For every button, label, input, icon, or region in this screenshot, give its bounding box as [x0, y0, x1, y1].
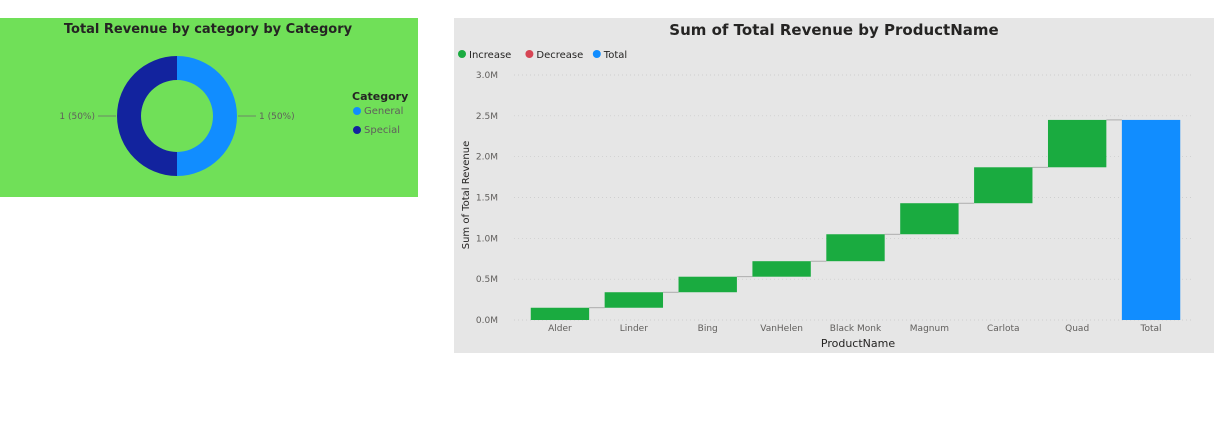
waterfall-chart-svg: Sum of Total Revenue by ProductName Incr… [458, 21, 1194, 350]
donut-slice-special[interactable] [117, 56, 177, 176]
y-tick-label: 3.0M [476, 71, 498, 81]
bar-quad[interactable] [1047, 119, 1107, 168]
bar-total[interactable] [1121, 119, 1181, 321]
waterfall-y-axis-title: Sum of Total Revenue [461, 141, 472, 250]
x-tick-label-alder: Alder [548, 324, 572, 334]
bar-carlota[interactable] [974, 167, 1033, 204]
donut-chart-panel[interactable]: Total Revenue by category by Category 1 … [0, 18, 418, 197]
x-tick-label-black-monk: Black Monk [830, 324, 882, 334]
donut-data-label-special: 1 (50%) [59, 112, 95, 122]
donut-legend-title: Category [352, 90, 408, 103]
donut-chart-svg: Total Revenue by category by Category 1 … [59, 22, 408, 176]
x-tick-label-quad: Quad [1065, 324, 1089, 334]
bar-black-monk[interactable] [826, 234, 885, 262]
legend-marker-decrease [525, 50, 534, 58]
x-tick-label-magnum: Magnum [910, 324, 949, 334]
y-tick-label: 1.5M [476, 194, 498, 204]
x-tick-label-linder: Linder [620, 324, 648, 334]
y-tick-label: 0.5M [476, 275, 498, 285]
bar-bing[interactable] [678, 276, 737, 293]
waterfall-chart-panel[interactable]: Sum of Total Revenue by ProductName Incr… [454, 18, 1214, 353]
x-tick-label-carlota: Carlota [987, 324, 1020, 334]
donut-chart-title: Total Revenue by category by Category [64, 22, 353, 37]
bar-alder[interactable] [530, 307, 590, 320]
legend-marker-increase [458, 50, 466, 58]
legend-label-increase[interactable]: Increase [469, 50, 511, 61]
legend-label-special[interactable]: Special [364, 125, 400, 136]
legend-marker-general [353, 107, 361, 115]
y-tick-label: 2.0M [476, 153, 498, 163]
waterfall-x-axis-title: ProductName [821, 337, 895, 350]
y-tick-label: 1.0M [476, 234, 498, 244]
legend-marker-special [353, 126, 361, 134]
donut-slice-general[interactable] [177, 56, 237, 176]
donut-data-label-general: 1 (50%) [259, 112, 295, 122]
legend-label-general[interactable]: General [364, 106, 403, 117]
legend-label-decrease[interactable]: Decrease [536, 50, 583, 61]
y-tick-label: 2.5M [476, 112, 498, 122]
x-tick-label-bing: Bing [698, 324, 718, 334]
x-tick-label-vanhelen: VanHelen [760, 324, 803, 334]
y-tick-label: 0.0M [476, 316, 498, 326]
waterfall-chart-title: Sum of Total Revenue by ProductName [669, 21, 998, 39]
bar-vanhelen[interactable] [752, 261, 811, 277]
legend-marker-total [592, 50, 601, 58]
legend-label-total[interactable]: Total [603, 50, 627, 61]
bar-magnum[interactable] [900, 203, 959, 235]
bar-linder[interactable] [604, 292, 664, 308]
x-tick-label-total: Total [1140, 324, 1162, 334]
